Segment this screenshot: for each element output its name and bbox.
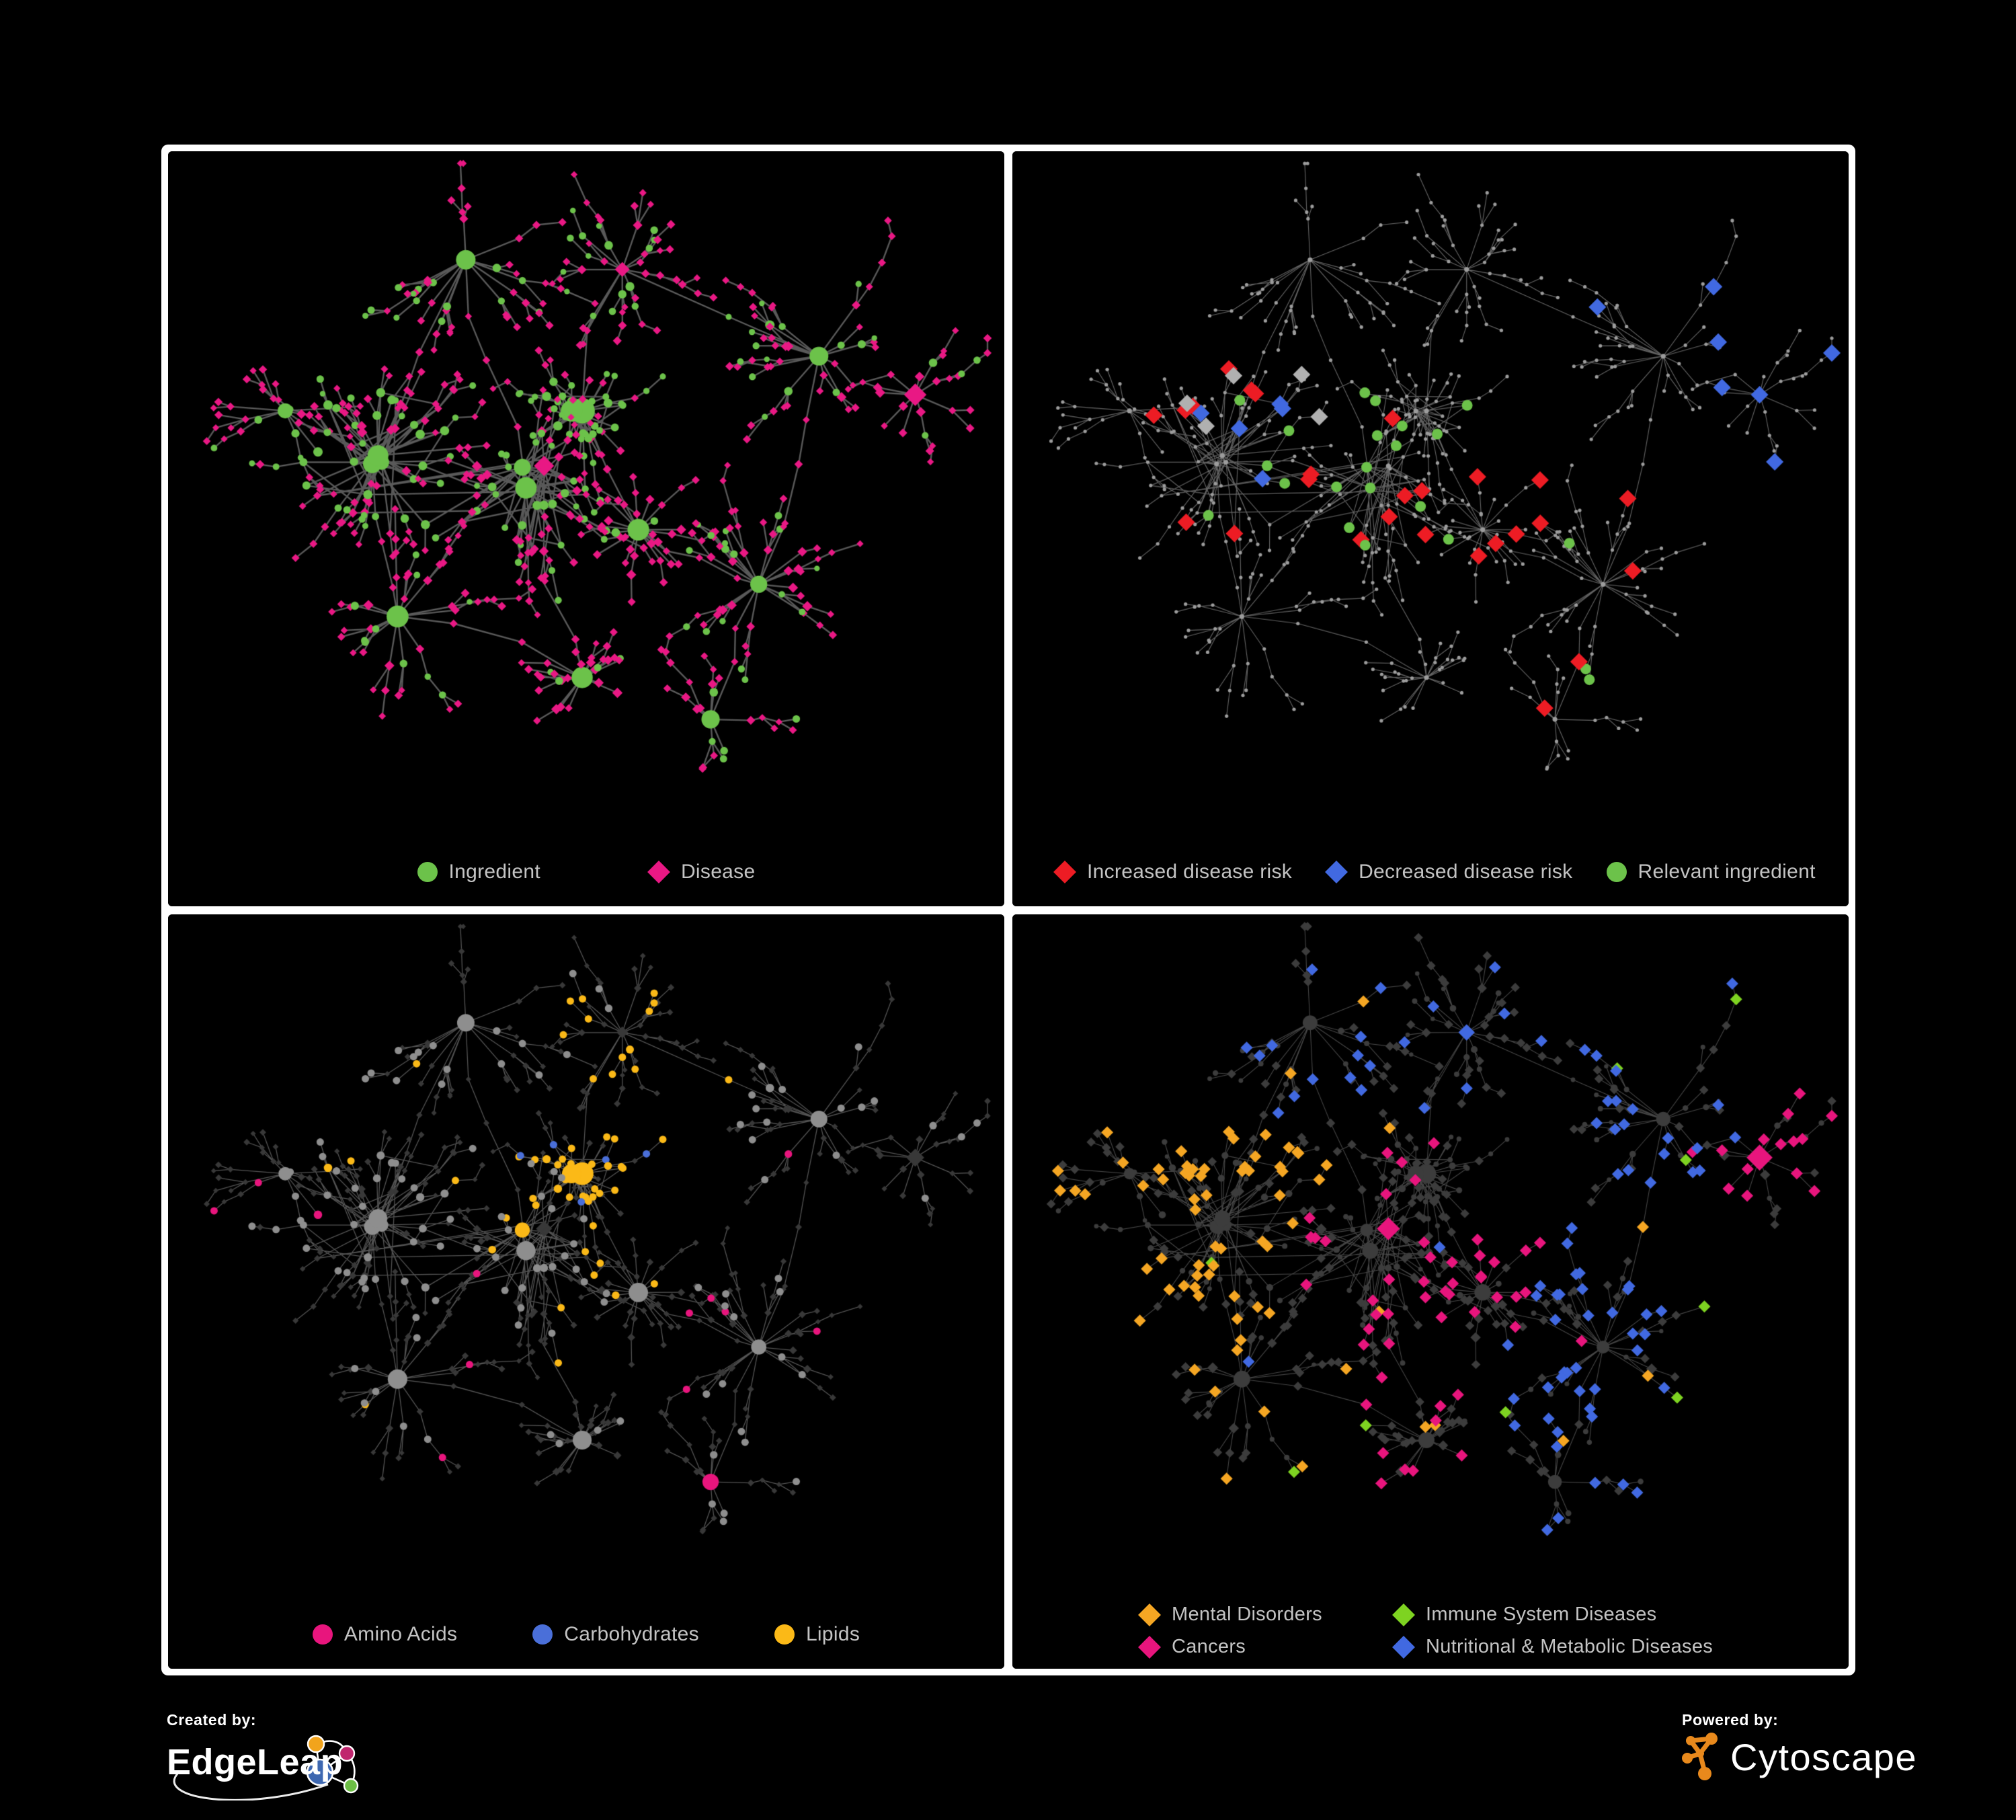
edgeleap-wordmark: EdgeLeap (167, 1742, 344, 1782)
legend-label: Relevant ingredient (1638, 860, 1816, 883)
legend-item: Ingredient (417, 861, 540, 883)
panel-nutrient-classes: Amino Acids Carbohydrates Lipids (168, 914, 1004, 1669)
legend-item: Carbohydrates (532, 1623, 699, 1646)
legend-label: Amino Acids (344, 1623, 458, 1645)
legend-item: Nutritional & Metabolic Diseases (1392, 1635, 1713, 1659)
created-by-label: Created by: (167, 1711, 257, 1729)
network-canvas-nutrient-classes (168, 914, 1004, 1669)
diamond-swatch-icon (1138, 1603, 1161, 1626)
panel-ingredient-disease: Ingredient Disease (168, 151, 1004, 906)
legend-item: Lipids (774, 1623, 860, 1646)
cytoscape-wordmark: Cytoscape (1730, 1735, 1918, 1778)
circle-swatch-icon (417, 861, 438, 882)
cytoscape-credit: Powered by: Cytoscape (1682, 1711, 1917, 1782)
circle-swatch-icon (312, 1624, 333, 1645)
legend-item: Mental Disorders (1138, 1603, 1393, 1626)
edgeleap-credit: Created by: EdgeLeap (167, 1711, 402, 1801)
legend-label: Mental Disorders (1172, 1604, 1322, 1625)
network-canvas-disease-risk (1012, 151, 1849, 906)
legend-label: Ingredient (448, 860, 540, 883)
circle-swatch-icon (774, 1624, 795, 1645)
network-canvas-ingredient-disease (168, 151, 1004, 906)
legend-label: Carbohydrates (564, 1623, 699, 1645)
legend-ingredient-disease: Ingredient Disease (168, 861, 1004, 883)
legend-item: Relevant ingredient (1606, 860, 1816, 883)
edgeleap-logo: EdgeLeap (167, 1731, 402, 1801)
diamond-swatch-icon (1325, 860, 1348, 883)
legend-nutrient-classes: Amino Acids Carbohydrates Lipids (168, 1623, 1004, 1646)
legend-item: Immune System Diseases (1392, 1603, 1713, 1626)
diamond-swatch-icon (1392, 1603, 1415, 1626)
circle-swatch-icon (532, 1624, 553, 1645)
powered-by-label: Powered by: (1682, 1711, 1779, 1729)
legend-item: Cancers (1138, 1635, 1393, 1659)
diamond-swatch-icon (1138, 1635, 1161, 1659)
panel-disease-risk: Increased disease risk Decreased disease … (1012, 151, 1849, 906)
legend-disease-categories: Mental Disorders Immune System Diseases Ca… (1138, 1603, 1713, 1659)
panel-grid: Ingredient Disease Increased disease risk… (161, 145, 1855, 1675)
legend-item: Disease (647, 860, 756, 883)
legend-item: Increased disease risk (1053, 860, 1293, 883)
edgeleap-network-icon (173, 1735, 359, 1801)
cytoscape-icon (1682, 1733, 1718, 1780)
legend-label: Immune System Diseases (1426, 1604, 1657, 1625)
legend-label: Increased disease risk (1087, 860, 1293, 883)
panel-disease-categories: Mental Disorders Immune System Diseases Ca… (1012, 914, 1849, 1669)
network-canvas-disease-categories (1012, 914, 1849, 1669)
legend-disease-risk: Increased disease risk Decreased disease … (1012, 861, 1849, 883)
legend-item: Decreased disease risk (1325, 860, 1573, 883)
legend-label: Nutritional & Metabolic Diseases (1426, 1636, 1713, 1657)
legend-label: Decreased disease risk (1359, 860, 1573, 883)
legend-label: Disease (680, 860, 756, 883)
legend-item: Amino Acids (312, 1623, 458, 1646)
legend-label: Lipids (805, 1623, 860, 1645)
circle-swatch-icon (1606, 861, 1627, 882)
legend-label: Cancers (1172, 1636, 1246, 1657)
diamond-swatch-icon (1053, 860, 1076, 883)
diamond-swatch-icon (647, 860, 670, 883)
diamond-swatch-icon (1392, 1635, 1415, 1659)
